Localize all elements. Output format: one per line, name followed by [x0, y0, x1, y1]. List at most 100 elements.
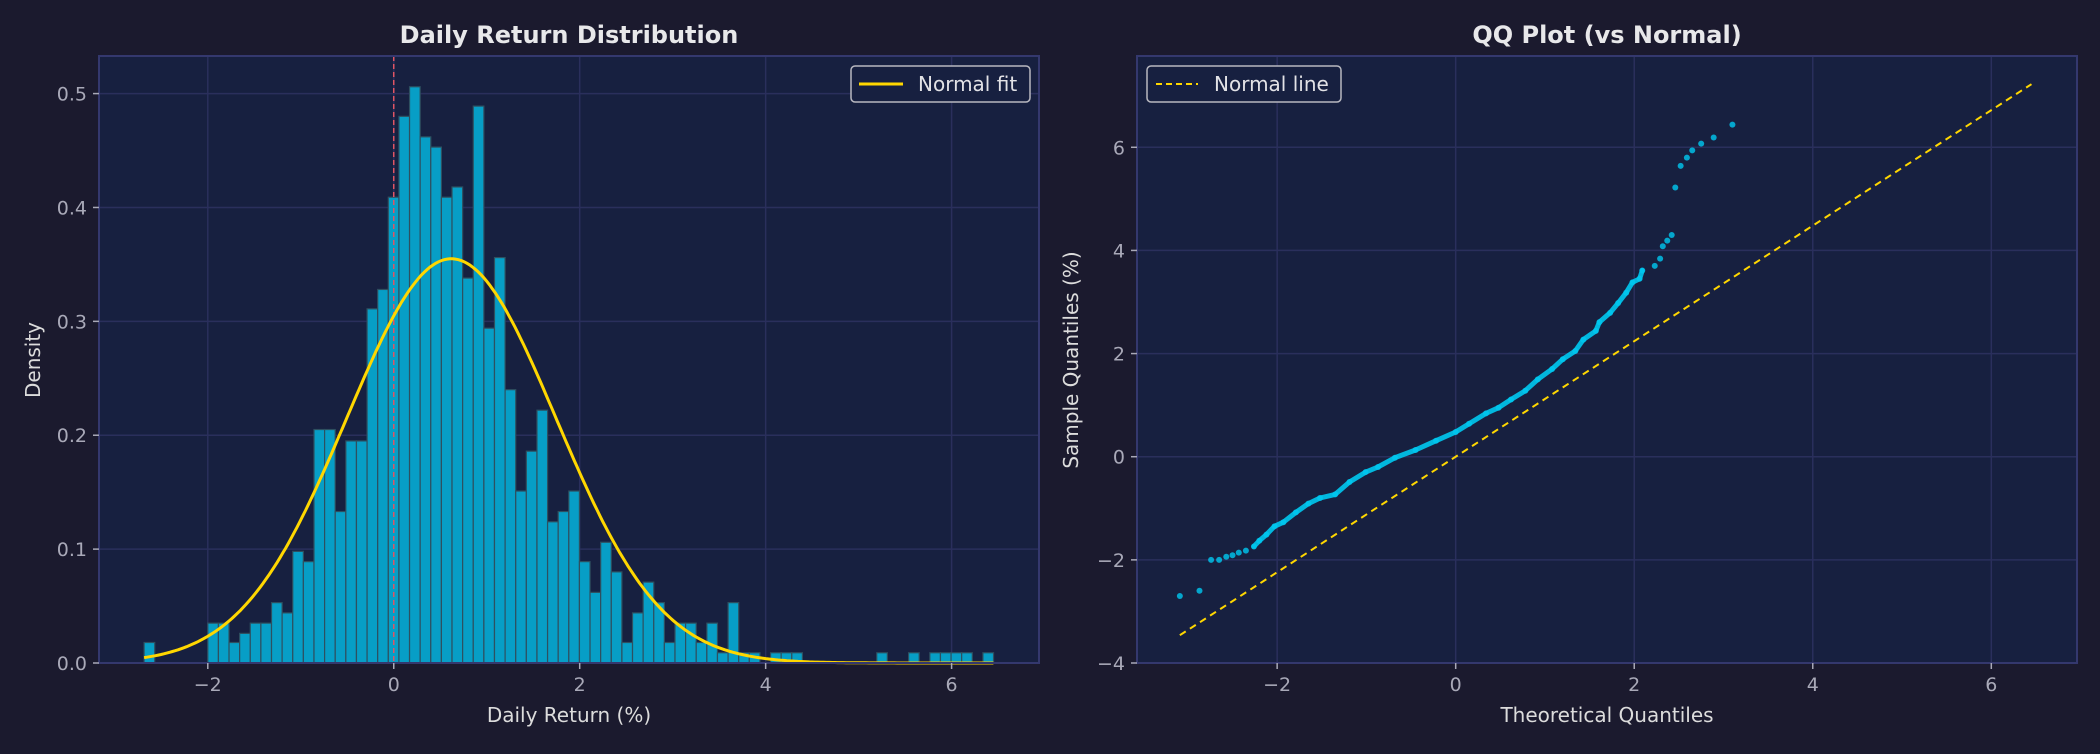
qq-point — [1346, 478, 1353, 485]
histogram-bar — [302, 561, 315, 664]
qq-y-axis-label: Sample Quantiles (%) — [1059, 251, 1083, 468]
qq-legend: Normal line — [1146, 65, 1342, 103]
qq-point — [1235, 549, 1242, 556]
histogram-bar — [483, 327, 496, 664]
histogram-bar — [515, 490, 527, 664]
histogram-bar — [270, 602, 283, 664]
qq-x-axis-label: Theoretical Quantiles — [1499, 703, 1713, 727]
histogram-bar — [631, 612, 644, 664]
x-tick-label: 0 — [388, 674, 400, 696]
qq-axes-frame — [1136, 55, 2078, 664]
qq-point — [1196, 587, 1203, 594]
legend-normal-fit-label: Normal fit — [918, 72, 1017, 96]
histogram-bar — [546, 521, 559, 664]
qq-point — [1495, 404, 1502, 411]
y-tick-label: 6 — [1113, 137, 1125, 159]
qq-point — [1572, 347, 1579, 354]
y-tick-label: 0.1 — [57, 539, 87, 561]
qq-point — [1615, 300, 1622, 307]
y-tick-label: −2 — [1097, 550, 1125, 572]
qq-point — [1208, 556, 1215, 563]
histogram-bar — [398, 115, 411, 664]
histogram-bar — [313, 428, 326, 664]
x-tick-label: 0 — [1450, 674, 1462, 696]
qq-title: QQ Plot (vs Normal) — [1472, 21, 1741, 49]
qq-point — [1710, 134, 1717, 141]
histogram-y-axis-label: Density — [21, 322, 45, 398]
histogram-bar — [695, 641, 708, 664]
qq-point — [1651, 262, 1658, 269]
histogram-bar — [907, 652, 920, 664]
x-tick-label: 6 — [946, 674, 958, 696]
qq-point — [1375, 464, 1382, 471]
histogram-title: Daily Return Distribution — [400, 21, 739, 49]
qq-point — [1522, 387, 1529, 394]
x-tick-label: 4 — [1807, 674, 1819, 696]
qq-point — [1698, 140, 1705, 147]
qq-point — [1292, 509, 1299, 516]
x-tick-label: 4 — [760, 674, 772, 696]
histogram-panel: −2 0 2 4 6 0.0 0.1 0.2 0.3 0.4 0.5 Daily Return Di… — [21, 21, 1040, 727]
qq-point — [1271, 523, 1278, 530]
normal-reference-line — [1179, 83, 2033, 637]
qq-point — [1592, 327, 1599, 334]
histogram-bar — [578, 561, 591, 664]
qq-point — [1668, 231, 1675, 238]
histogram-bar — [430, 146, 442, 664]
histogram-bar — [536, 409, 549, 664]
qq-point — [1629, 279, 1636, 286]
histogram-ticks: −2 0 2 4 6 0.0 0.1 0.2 0.3 0.4 0.5 — [57, 84, 958, 696]
qq-point — [1332, 491, 1339, 498]
legend-normal-line-label: Normal line — [1214, 72, 1329, 96]
qq-point — [1664, 237, 1671, 244]
qq-point — [1412, 447, 1419, 454]
qq-point — [1623, 289, 1630, 296]
histogram-bar — [663, 641, 676, 664]
qq-point — [1317, 494, 1324, 501]
histogram-bar — [610, 571, 623, 664]
qq-points — [1176, 121, 1736, 599]
x-tick-label: 2 — [574, 674, 586, 696]
qq-point — [1362, 469, 1369, 476]
qq-point — [1580, 336, 1587, 343]
qq-ticks: −2 0 2 4 6 −4 −2 0 2 4 6 — [1097, 137, 1997, 696]
histogram-bar — [462, 277, 474, 664]
qq-point — [1596, 319, 1603, 326]
histogram-axes-frame — [98, 55, 1040, 664]
histogram-bar — [600, 541, 612, 664]
histogram-bar — [143, 641, 156, 664]
histogram-bar — [440, 196, 453, 664]
histogram-bar — [716, 652, 729, 664]
histogram-bar — [260, 622, 273, 664]
histogram-bar — [334, 510, 347, 664]
qq-point — [1559, 356, 1566, 363]
qq-point — [1483, 410, 1490, 417]
x-tick-label: −2 — [194, 674, 222, 696]
histogram-legend: Normal fit — [850, 65, 1031, 103]
qq-point — [1256, 537, 1263, 544]
qq-point — [1452, 428, 1459, 435]
qq-point — [1216, 556, 1223, 563]
y-tick-label: 0.0 — [57, 653, 87, 675]
histogram-bar — [568, 490, 581, 664]
qq-point — [1508, 396, 1515, 403]
histogram-bar — [557, 510, 570, 664]
qq-point — [1391, 454, 1398, 461]
qq-grid — [1137, 56, 2077, 664]
histogram-bar — [929, 652, 942, 664]
histogram-bar — [621, 641, 634, 664]
histogram-bar — [493, 256, 506, 664]
qq-point — [1549, 366, 1556, 373]
y-tick-label: −4 — [1097, 653, 1125, 675]
qq-plot-panel: −2 0 2 4 6 −4 −2 0 2 4 6 QQ Plot (vs Normal) Theor… — [1059, 21, 2078, 727]
histogram-bar — [228, 641, 241, 664]
y-tick-label: 0 — [1113, 447, 1125, 469]
qq-point — [1639, 267, 1646, 274]
legend-box — [850, 65, 1031, 103]
histogram-bar — [950, 652, 963, 664]
qq-point — [1729, 121, 1736, 128]
y-tick-label: 2 — [1113, 344, 1125, 366]
qq-point — [1607, 309, 1614, 316]
x-tick-label: 6 — [1985, 674, 1997, 696]
qq-point-cluster — [1251, 268, 1645, 549]
